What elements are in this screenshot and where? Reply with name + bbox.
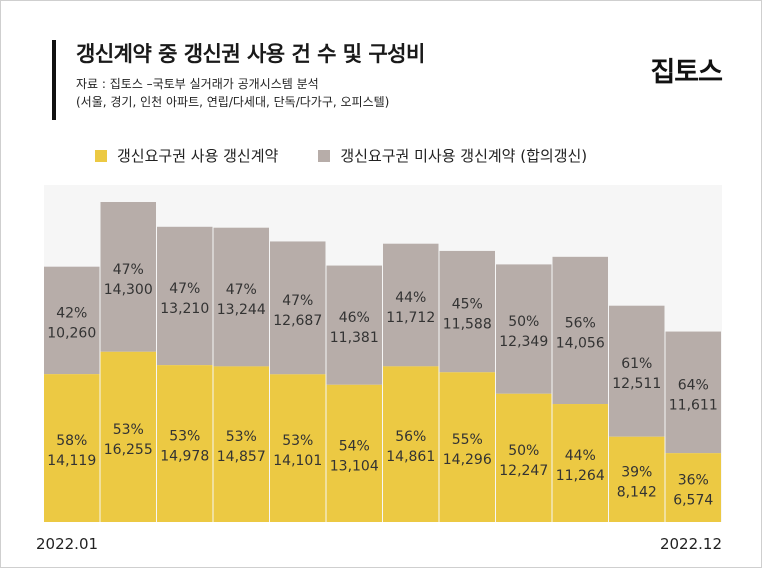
unused-value-label-8: 11,588 — [443, 317, 492, 333]
used-value-label-7: 14,861 — [386, 449, 435, 465]
unused-percent-label-4: 47% — [226, 282, 257, 298]
chart-title: 갱신계약 중 갱신권 사용 건 수 및 구성비 — [76, 42, 425, 66]
unused-value-label-9: 12,349 — [499, 334, 548, 350]
bar-unused-5 — [270, 241, 326, 375]
unused-percent-label-7: 44% — [395, 290, 426, 306]
used-percent-label-3: 53% — [169, 429, 200, 445]
legend-label-used: 갱신요구권 사용 갱신계약 — [117, 147, 279, 165]
used-value-label-6: 13,104 — [330, 458, 379, 474]
bar-unused-9 — [496, 264, 552, 394]
unused-percent-label-3: 47% — [169, 281, 200, 297]
unused-percent-label-9: 50% — [508, 314, 539, 330]
unused-value-label-4: 13,244 — [217, 302, 266, 318]
used-percent-label-12: 36% — [678, 473, 709, 489]
unused-value-label-3: 13,210 — [160, 301, 209, 317]
used-value-label-5: 14,101 — [273, 453, 322, 469]
bar-used-8 — [439, 372, 495, 522]
bar-used-1 — [44, 374, 100, 522]
unused-percent-label-11: 61% — [621, 356, 652, 372]
used-value-label-3: 14,978 — [160, 449, 209, 465]
bar-used-2 — [100, 351, 156, 522]
bar-unused-2 — [100, 202, 156, 352]
unused-value-label-10: 14,056 — [556, 335, 605, 351]
title-accent-bar — [52, 40, 56, 120]
bar-unused-11 — [609, 305, 665, 437]
used-percent-label-8: 55% — [452, 432, 483, 448]
unused-percent-label-10: 56% — [565, 315, 596, 331]
unused-percent-label-1: 42% — [56, 305, 87, 321]
used-percent-label-2: 53% — [113, 422, 144, 438]
used-percent-label-1: 58% — [56, 433, 87, 449]
used-value-label-10: 11,264 — [556, 468, 605, 484]
used-value-label-11: 8,142 — [617, 484, 657, 500]
legend-label-unused: 갱신요구권 미사용 갱신계약 (합의갱신) — [340, 147, 588, 165]
bar-used-9 — [496, 393, 552, 522]
unused-value-label-7: 11,712 — [386, 310, 435, 326]
unused-percent-label-12: 64% — [678, 377, 709, 393]
used-value-label-12: 6,574 — [673, 493, 713, 509]
bar-unused-12 — [665, 331, 721, 454]
legend-swatch-unused — [318, 149, 331, 162]
bar-unused-3 — [157, 226, 213, 366]
bar-unused-1 — [44, 266, 100, 375]
bar-used-5 — [270, 374, 326, 522]
used-percent-label-7: 56% — [395, 429, 426, 445]
unused-value-label-5: 12,687 — [273, 313, 322, 329]
bar-used-10 — [552, 404, 608, 522]
used-percent-label-6: 54% — [339, 438, 370, 454]
legend-swatch-used — [95, 149, 107, 162]
used-percent-label-4: 53% — [226, 429, 257, 445]
bar-used-4 — [213, 366, 269, 522]
legend-item-used: 갱신요구권 사용 갱신계약 — [95, 145, 278, 166]
used-value-label-9: 12,247 — [499, 463, 548, 479]
used-value-label-4: 14,857 — [217, 449, 266, 465]
bar-used-11 — [609, 436, 665, 522]
bar-unused-8 — [439, 250, 495, 373]
used-percent-label-10: 44% — [565, 448, 596, 464]
source-line-2: (서울, 경기, 인천 아파트, 연립/다세대, 단독/다가구, 오피스텔) — [76, 95, 390, 109]
bar-unused-10 — [552, 256, 608, 405]
bar-used-3 — [157, 365, 213, 522]
unused-percent-label-8: 45% — [452, 297, 483, 313]
legend-item-unused: 갱신요구권 미사용 갱신계약 (합의갱신) — [318, 145, 587, 166]
used-value-label-8: 14,296 — [443, 452, 492, 468]
bar-used-6 — [326, 384, 382, 522]
unused-value-label-6: 11,381 — [330, 330, 379, 346]
bar-used-12 — [665, 453, 721, 522]
legend: 갱신요구권 사용 갱신계약 갱신요구권 미사용 갱신계약 (합의갱신) — [95, 145, 627, 166]
used-percent-label-11: 39% — [621, 464, 652, 480]
bar-unused-7 — [383, 243, 439, 367]
unused-percent-label-6: 46% — [339, 310, 370, 326]
unused-value-label-12: 11,611 — [669, 397, 718, 413]
used-percent-label-9: 50% — [508, 443, 539, 459]
source-line-1: 자료 : 집토스 –국토부 실거래가 공개시스템 분석 — [76, 77, 319, 91]
unused-value-label-2: 14,300 — [104, 282, 153, 298]
x-axis-end-label: 2022.12 — [659, 535, 722, 553]
source-note: 자료 : 집토스 –국토부 실거래가 공개시스템 분석 (서울, 경기, 인천 … — [76, 75, 389, 111]
bar-unused-6 — [326, 265, 382, 385]
unused-value-label-11: 12,511 — [612, 376, 661, 392]
bar-unused-4 — [213, 227, 269, 367]
used-percent-label-5: 53% — [282, 433, 313, 449]
brand-logo: 집토스 — [650, 57, 723, 88]
used-value-label-1: 14,119 — [47, 453, 96, 469]
unused-percent-label-5: 47% — [282, 293, 313, 309]
used-value-label-2: 16,255 — [104, 442, 153, 458]
unused-value-label-1: 10,260 — [47, 325, 96, 341]
bar-used-7 — [383, 366, 439, 522]
x-axis-start-label: 2022.01 — [36, 535, 99, 553]
unused-percent-label-2: 47% — [113, 262, 144, 278]
